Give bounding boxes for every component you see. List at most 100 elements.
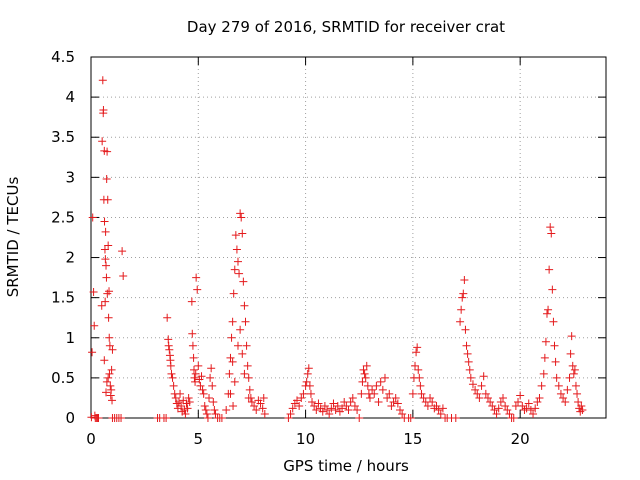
data-point	[184, 393, 193, 402]
data-point	[177, 401, 186, 410]
data-point	[102, 174, 111, 183]
data-point	[475, 393, 484, 402]
x-tick-labels: 0 5 10 15 20	[86, 430, 529, 448]
data-point	[226, 353, 235, 362]
data-point	[302, 377, 311, 386]
data-point	[237, 213, 246, 222]
data-point	[516, 391, 525, 400]
data-point	[169, 381, 178, 390]
data-point	[565, 373, 574, 382]
data-point	[509, 414, 518, 422]
data-point	[101, 227, 110, 236]
data-point	[416, 381, 425, 390]
data-point	[244, 373, 253, 382]
data-point	[211, 409, 220, 418]
data-point	[542, 309, 551, 318]
data-point	[100, 217, 109, 226]
grid-lines	[91, 57, 606, 418]
data-point	[87, 413, 96, 422]
data-point	[488, 401, 497, 410]
data-point	[362, 361, 371, 370]
data-point	[196, 381, 205, 390]
data-point	[217, 414, 226, 422]
data-point	[236, 325, 245, 334]
data-point	[471, 385, 480, 394]
data-point	[464, 357, 473, 366]
data-point	[563, 385, 572, 394]
data-point	[198, 385, 207, 394]
data-point	[540, 353, 549, 362]
data-point	[432, 401, 441, 410]
data-point	[235, 269, 244, 278]
data-point	[233, 257, 242, 266]
data-point	[108, 396, 117, 405]
data-point	[541, 337, 550, 346]
data-point	[105, 287, 114, 296]
data-point	[325, 409, 334, 418]
data-point	[457, 305, 466, 314]
data-point	[165, 345, 174, 354]
data-point	[239, 277, 248, 286]
data-point	[284, 414, 293, 422]
data-point	[195, 375, 204, 384]
data-point	[417, 389, 426, 398]
data-point	[107, 385, 116, 394]
data-point	[316, 404, 325, 413]
data-point	[163, 313, 172, 322]
data-point	[191, 377, 200, 386]
data-point	[567, 332, 576, 341]
data-point	[299, 389, 308, 398]
data-point	[293, 396, 301, 405]
data-point	[380, 373, 389, 382]
data-point	[166, 361, 175, 370]
data-point	[225, 369, 234, 378]
data-point	[295, 401, 304, 410]
data-point	[108, 345, 117, 354]
y-tick-label: 1.5	[51, 289, 75, 307]
y-axis-label: SRMTID / TECUs	[4, 177, 22, 298]
data-point	[461, 325, 470, 334]
data-point	[535, 393, 544, 402]
data-point	[247, 397, 256, 406]
data-point	[545, 265, 554, 274]
data-point	[118, 247, 127, 256]
data-point	[162, 414, 171, 422]
data-point	[320, 401, 329, 410]
data-point	[191, 369, 200, 378]
data-point	[459, 289, 468, 298]
data-point	[290, 399, 299, 408]
data-point	[259, 393, 268, 402]
data-point	[305, 381, 314, 390]
data-point	[499, 393, 507, 402]
data-point	[233, 341, 242, 350]
data-point	[350, 401, 359, 410]
data-point	[544, 305, 553, 314]
y-tick-label: 1	[65, 329, 75, 347]
data-point	[210, 405, 219, 414]
data-point	[241, 317, 250, 326]
data-point	[105, 369, 114, 378]
data-point	[97, 301, 106, 310]
x-tick-label: 0	[86, 430, 96, 448]
data-point	[101, 255, 110, 264]
data-point	[102, 261, 111, 270]
data-point	[383, 393, 392, 402]
data-point	[358, 377, 367, 386]
data-point	[189, 353, 198, 362]
data-point	[88, 348, 97, 357]
data-point	[202, 409, 211, 418]
data-point	[501, 401, 510, 410]
data-point	[89, 288, 98, 297]
x-tick-label: 15	[403, 430, 422, 448]
data-point	[546, 223, 555, 232]
data-point	[105, 333, 114, 342]
data-point	[254, 396, 263, 405]
data-point	[107, 365, 116, 374]
data-point	[187, 297, 196, 306]
y-tick-label: 0	[65, 409, 75, 427]
data-point	[100, 245, 109, 254]
data-point	[90, 321, 99, 330]
x-tick-label: 10	[296, 430, 315, 448]
data-point	[396, 405, 404, 414]
data-point	[243, 361, 252, 370]
